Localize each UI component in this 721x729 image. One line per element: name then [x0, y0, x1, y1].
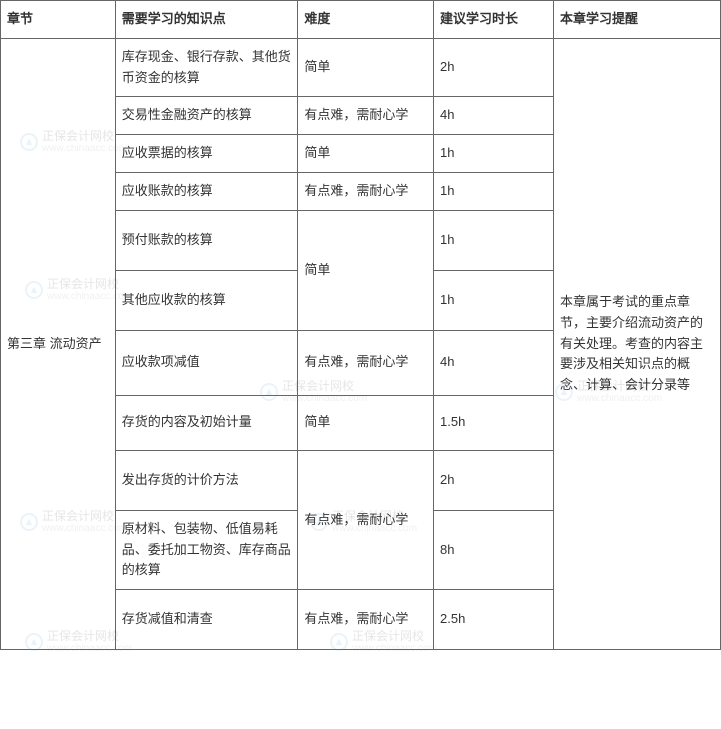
table-header-row: 章节 需要学习的知识点 难度 建议学习时长 本章学习提醒 — [1, 1, 721, 39]
header-hours: 建议学习时长 — [434, 1, 554, 39]
cell-hours: 2.5h — [434, 590, 554, 650]
cell-topic: 发出存货的计价方法 — [115, 450, 298, 510]
header-chapter: 章节 — [1, 1, 116, 39]
cell-hours: 2h — [434, 450, 554, 510]
cell-hours: 8h — [434, 510, 554, 589]
cell-topic: 应收款项减值 — [115, 330, 298, 395]
cell-remind: 本章属于考试的重点章节，主要介绍流动资产的有关处理。考查的内容主要涉及相关知识点… — [554, 38, 721, 649]
header-topic: 需要学习的知识点 — [115, 1, 298, 39]
cell-difficulty: 简单 — [298, 395, 434, 450]
cell-difficulty: 有点难，需耐心学 — [298, 97, 434, 135]
cell-topic: 存货减值和清查 — [115, 590, 298, 650]
cell-hours: 1.5h — [434, 395, 554, 450]
cell-difficulty: 有点难，需耐心学 — [298, 450, 434, 589]
cell-hours: 1h — [434, 210, 554, 270]
cell-topic: 预付账款的核算 — [115, 210, 298, 270]
cell-topic: 其他应收款的核算 — [115, 270, 298, 330]
cell-topic: 原材料、包装物、低值易耗品、委托加工物资、库存商品的核算 — [115, 510, 298, 589]
cell-topic: 库存现金、银行存款、其他货币资金的核算 — [115, 38, 298, 97]
cell-topic: 应收账款的核算 — [115, 172, 298, 210]
cell-hours: 1h — [434, 135, 554, 173]
cell-difficulty: 简单 — [298, 38, 434, 97]
cell-difficulty: 简单 — [298, 210, 434, 330]
cell-hours: 4h — [434, 97, 554, 135]
table-row: 第三章 流动资产 库存现金、银行存款、其他货币资金的核算 简单 2h 本章属于考… — [1, 38, 721, 97]
cell-topic: 交易性金融资产的核算 — [115, 97, 298, 135]
cell-difficulty: 有点难，需耐心学 — [298, 590, 434, 650]
cell-difficulty: 有点难，需耐心学 — [298, 330, 434, 395]
cell-hours: 1h — [434, 270, 554, 330]
cell-chapter: 第三章 流动资产 — [1, 38, 116, 649]
header-difficulty: 难度 — [298, 1, 434, 39]
cell-hours: 2h — [434, 38, 554, 97]
study-table: 章节 需要学习的知识点 难度 建议学习时长 本章学习提醒 第三章 流动资产 库存… — [0, 0, 721, 650]
cell-difficulty: 简单 — [298, 135, 434, 173]
cell-hours: 1h — [434, 172, 554, 210]
cell-topic: 应收票据的核算 — [115, 135, 298, 173]
cell-hours: 4h — [434, 330, 554, 395]
cell-topic: 存货的内容及初始计量 — [115, 395, 298, 450]
header-remind: 本章学习提醒 — [554, 1, 721, 39]
cell-difficulty: 有点难，需耐心学 — [298, 172, 434, 210]
